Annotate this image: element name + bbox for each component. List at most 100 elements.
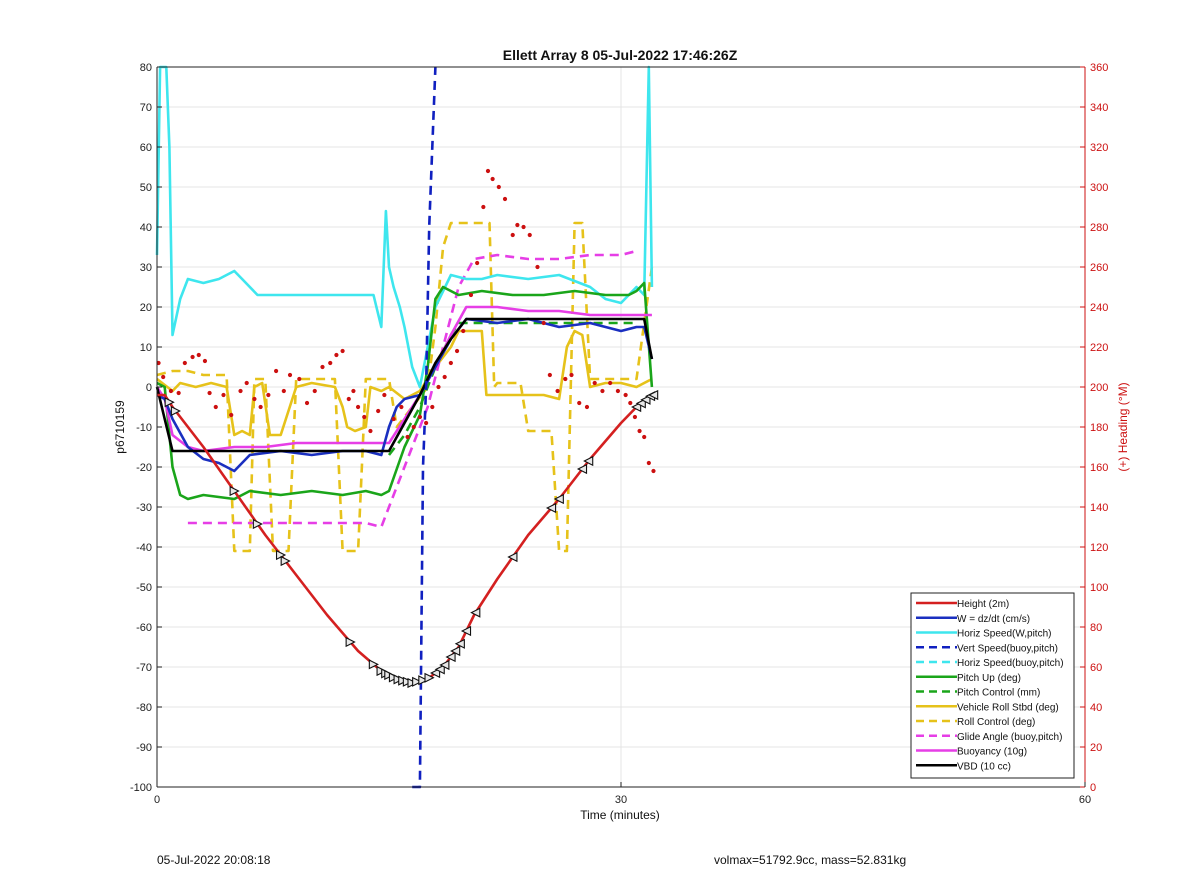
heading-point <box>273 368 279 374</box>
height-marker <box>460 625 472 637</box>
height-marker <box>648 389 659 401</box>
height-marker <box>434 664 445 675</box>
y-tick-label: -80 <box>136 702 152 714</box>
heading-point <box>182 360 187 366</box>
heading-point <box>569 372 574 378</box>
legend-label-pitch: Pitch Up (deg) <box>957 673 1021 684</box>
height-marker <box>454 638 465 649</box>
height-marker <box>229 485 240 497</box>
legend-label-horiz: Horiz Speed(W,pitch) <box>957 629 1051 640</box>
legend-label-glide: Glide Angle (buoy,pitch) <box>957 732 1062 743</box>
height-marker <box>470 607 481 618</box>
y-tick-label: -90 <box>136 742 152 754</box>
series-line-height <box>157 393 653 685</box>
heading-point <box>515 222 520 228</box>
y-tick-label: -40 <box>136 542 152 554</box>
height-marker <box>424 672 435 683</box>
heading-point <box>468 292 474 298</box>
heading-point <box>340 348 345 354</box>
series-line-roll_ctrl <box>156 221 654 553</box>
heading-point <box>362 414 367 420</box>
height-marker <box>418 675 429 686</box>
heading-point <box>238 388 243 394</box>
heading-point <box>623 392 628 398</box>
heading-point <box>346 396 351 402</box>
legend-box <box>910 592 1075 779</box>
heading-point <box>229 412 234 418</box>
height-marker <box>631 401 642 413</box>
height-marker <box>345 636 356 648</box>
heading-point <box>202 358 208 364</box>
heading-point <box>577 400 582 406</box>
height-marker <box>280 555 291 567</box>
y-tick-label: 0 <box>146 382 152 394</box>
y2-tick-label: 320 <box>1090 142 1108 154</box>
heading-point <box>281 388 286 394</box>
x-tick-label: 0 <box>154 794 160 806</box>
height-marker <box>252 518 263 530</box>
x-axis-label: Time (minutes) <box>580 808 660 822</box>
y2-tick-label: 60 <box>1090 662 1102 674</box>
y2-tick-label: 20 <box>1090 742 1102 754</box>
heading-point <box>399 404 404 410</box>
y2-tick-label: 300 <box>1090 182 1108 194</box>
heading-point <box>563 376 568 382</box>
y-tick-label: -70 <box>136 662 152 674</box>
heading-point <box>521 224 526 230</box>
heading-point <box>424 420 429 426</box>
x-tick-label: 30 <box>615 794 627 806</box>
heading-point <box>382 392 387 398</box>
heading-point <box>196 352 201 358</box>
y-axis-label: p6710159 <box>113 400 127 454</box>
y-tick-label: -50 <box>136 582 152 594</box>
height-marker <box>450 645 461 657</box>
heading-point <box>535 264 540 270</box>
heading-point <box>600 388 605 394</box>
heading-point <box>628 400 633 406</box>
height-marker <box>640 394 651 405</box>
height-marker <box>368 659 379 670</box>
y-tick-label: 10 <box>140 342 152 354</box>
heading-point <box>584 404 590 410</box>
legend-label-vbd: VBD (10 cc) <box>957 761 1011 772</box>
legend-label-pitch_ctrl: Pitch Control (mm) <box>957 688 1040 699</box>
y-tick-label: -60 <box>136 622 152 634</box>
y-tick-label: -20 <box>136 462 152 474</box>
heading-point <box>161 374 166 380</box>
heading-point <box>411 424 416 430</box>
y2-tick-label: 260 <box>1090 262 1108 274</box>
heading-point <box>297 376 302 382</box>
height-marker <box>576 463 588 475</box>
heading-point <box>258 404 263 410</box>
heading-point <box>252 396 257 402</box>
heading-point <box>592 380 597 386</box>
y-tick-label: 30 <box>140 262 152 274</box>
heading-point <box>502 196 508 202</box>
heading-point <box>176 390 181 396</box>
footer-info: volmax=51792.9cc, mass=52.831kg <box>714 853 907 867</box>
heading-point <box>547 372 552 378</box>
heading-point <box>320 364 325 370</box>
series-line-horiz <box>155 65 654 389</box>
axes: -100-90-80-70-60-50-40-30-20-10010203040… <box>130 62 1108 806</box>
y2-tick-label: 360 <box>1090 62 1108 74</box>
heading-point <box>328 360 333 366</box>
y2-tick-label: 0 <box>1090 782 1096 794</box>
y2-tick-label: 80 <box>1090 622 1102 634</box>
height-marker <box>429 667 441 679</box>
heading-point <box>481 204 486 210</box>
heading-point <box>490 176 495 182</box>
heading-point <box>527 232 532 238</box>
height-marker <box>507 551 518 563</box>
y-tick-label: -100 <box>130 782 152 794</box>
y2-tick-label: 280 <box>1090 222 1108 234</box>
y2-tick-label: 40 <box>1090 702 1102 714</box>
heading-point <box>312 388 317 394</box>
heading-point <box>637 428 642 434</box>
legend-label-horiz_buoy: Horiz Speed(buoy,pitch) <box>957 658 1064 669</box>
heading-point <box>355 404 361 410</box>
heading-point <box>454 348 460 354</box>
heading-point <box>417 414 423 420</box>
heading-point <box>304 400 310 406</box>
